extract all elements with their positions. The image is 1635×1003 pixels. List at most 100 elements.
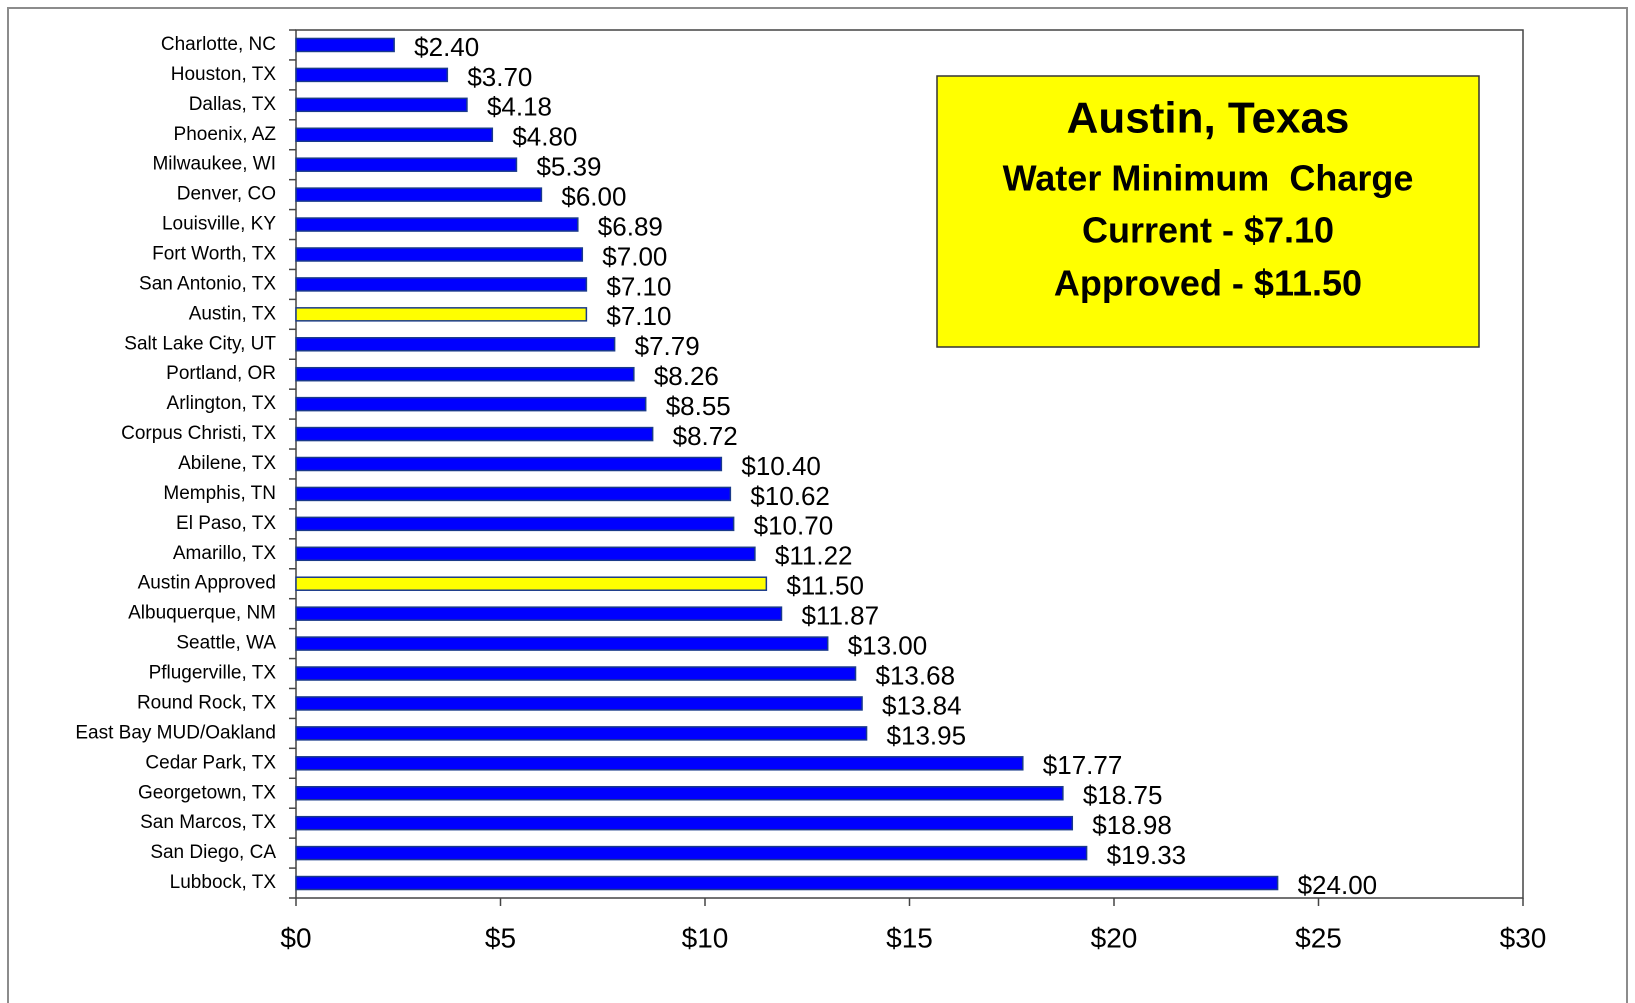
- value-label: $7.79: [635, 331, 700, 361]
- x-tick-label: $15: [886, 922, 933, 953]
- bar: [295, 606, 783, 621]
- bar: [295, 486, 732, 502]
- y-tick-label: Milwaukee, WI: [152, 154, 276, 175]
- bar: [295, 187, 543, 202]
- y-tick-label: Lubbock, TX: [170, 872, 277, 893]
- value-label: $5.39: [536, 152, 601, 182]
- y-tick-label: East Bay MUD/Oakland: [75, 722, 276, 743]
- x-tick-label: $25: [1295, 922, 1342, 953]
- y-tick-label: Austin, TX: [189, 303, 277, 324]
- y-tick-label: Georgetown, TX: [138, 782, 276, 803]
- bar: [295, 366, 635, 382]
- bar: [295, 815, 1074, 831]
- value-label: $10.62: [750, 481, 830, 511]
- annotation-text: Water Minimum Charge: [1003, 158, 1414, 199]
- y-tick-label: Abilene, TX: [178, 453, 276, 474]
- value-label: $4.80: [512, 122, 577, 152]
- x-tick-label: $30: [1500, 922, 1547, 953]
- bar: [295, 127, 494, 143]
- bar: [295, 337, 616, 352]
- bar: [295, 307, 588, 322]
- bar: [295, 247, 584, 262]
- bar: [295, 636, 829, 651]
- annotation-text: Current - $7.10: [1082, 210, 1334, 251]
- bar: [295, 67, 449, 83]
- y-tick-label: Portland, OR: [166, 363, 276, 384]
- y-tick-label: Salt Lake City, UT: [124, 333, 276, 354]
- value-label: $8.26: [654, 361, 719, 391]
- bar: [295, 726, 868, 741]
- value-label: $13.84: [882, 690, 962, 720]
- y-tick-label: El Paso, TX: [176, 513, 276, 534]
- value-label: $18.98: [1092, 810, 1172, 840]
- bar: [295, 666, 857, 681]
- value-label: $18.75: [1083, 780, 1163, 810]
- bar: [295, 97, 468, 113]
- y-tick-label: Memphis, TN: [163, 483, 276, 504]
- chart-frame: [7, 7, 1628, 1003]
- value-label: $11.22: [775, 541, 853, 571]
- y-tick-label: Denver, CO: [177, 184, 276, 205]
- annotation-text: Austin, Texas: [1067, 94, 1350, 143]
- value-label: $17.77: [1043, 750, 1123, 780]
- value-label: $19.33: [1107, 840, 1187, 870]
- value-label: $13.95: [887, 720, 967, 750]
- value-label: $7.00: [602, 241, 667, 271]
- y-tick-label: Dallas, TX: [189, 94, 277, 115]
- value-label: $8.55: [666, 391, 731, 421]
- bar: [295, 756, 1024, 771]
- annotation-box: [936, 75, 1480, 348]
- y-tick-label: Phoenix, AZ: [174, 124, 277, 145]
- bar: [295, 785, 1064, 801]
- value-label: $7.10: [606, 301, 671, 331]
- value-label: $10.40: [741, 451, 821, 481]
- y-tick-label: Houston, TX: [171, 64, 277, 85]
- bar: [295, 277, 588, 292]
- x-tick-label: $5: [485, 922, 516, 953]
- bar: [295, 426, 654, 442]
- y-tick-label: San Antonio, TX: [139, 273, 276, 294]
- y-tick-label: Arlington, TX: [167, 393, 277, 414]
- value-label: $10.70: [754, 511, 834, 541]
- value-label: $8.72: [673, 421, 738, 451]
- bar: [295, 456, 723, 472]
- y-tick-label: San Diego, CA: [150, 842, 276, 863]
- value-label: $6.89: [598, 211, 663, 241]
- value-label: $4.18: [487, 92, 552, 122]
- bar: [295, 217, 579, 232]
- y-tick-label: Amarillo, TX: [173, 543, 276, 564]
- y-tick-label: Albuquerque, NM: [128, 603, 276, 624]
- y-tick-label: Corpus Christi, TX: [121, 423, 276, 444]
- x-tick-label: $10: [682, 922, 729, 953]
- value-label: $6.00: [561, 181, 626, 211]
- y-tick-label: San Marcos, TX: [140, 812, 276, 833]
- y-tick-label: Austin Approved: [138, 573, 276, 594]
- bar: [295, 546, 756, 562]
- value-label: $11.87: [801, 601, 879, 631]
- bar: [295, 845, 1088, 861]
- bar: [295, 516, 735, 532]
- value-label: $24.00: [1298, 870, 1378, 900]
- bar: [295, 696, 863, 711]
- y-tick-label: Charlotte, NC: [161, 34, 276, 55]
- x-tick-label: $0: [280, 922, 311, 953]
- y-tick-label: Pflugerville, TX: [149, 663, 277, 684]
- bar: [295, 396, 647, 412]
- value-label: $2.40: [414, 32, 479, 62]
- bar: [295, 37, 395, 53]
- value-label: $13.68: [876, 660, 956, 690]
- value-label: $3.70: [467, 62, 532, 92]
- bar: [295, 157, 518, 172]
- value-label: $7.10: [606, 271, 671, 301]
- bar: [295, 875, 1279, 891]
- x-tick-label: $20: [1091, 922, 1138, 953]
- annotation-text: Approved - $11.50: [1054, 263, 1362, 304]
- y-tick-label: Seattle, WA: [176, 633, 276, 654]
- y-tick-label: Cedar Park, TX: [145, 752, 276, 773]
- value-label: $11.50: [786, 571, 864, 601]
- y-tick-label: Fort Worth, TX: [152, 243, 276, 264]
- value-label: $13.00: [848, 630, 928, 660]
- y-tick-label: Louisville, KY: [162, 214, 276, 235]
